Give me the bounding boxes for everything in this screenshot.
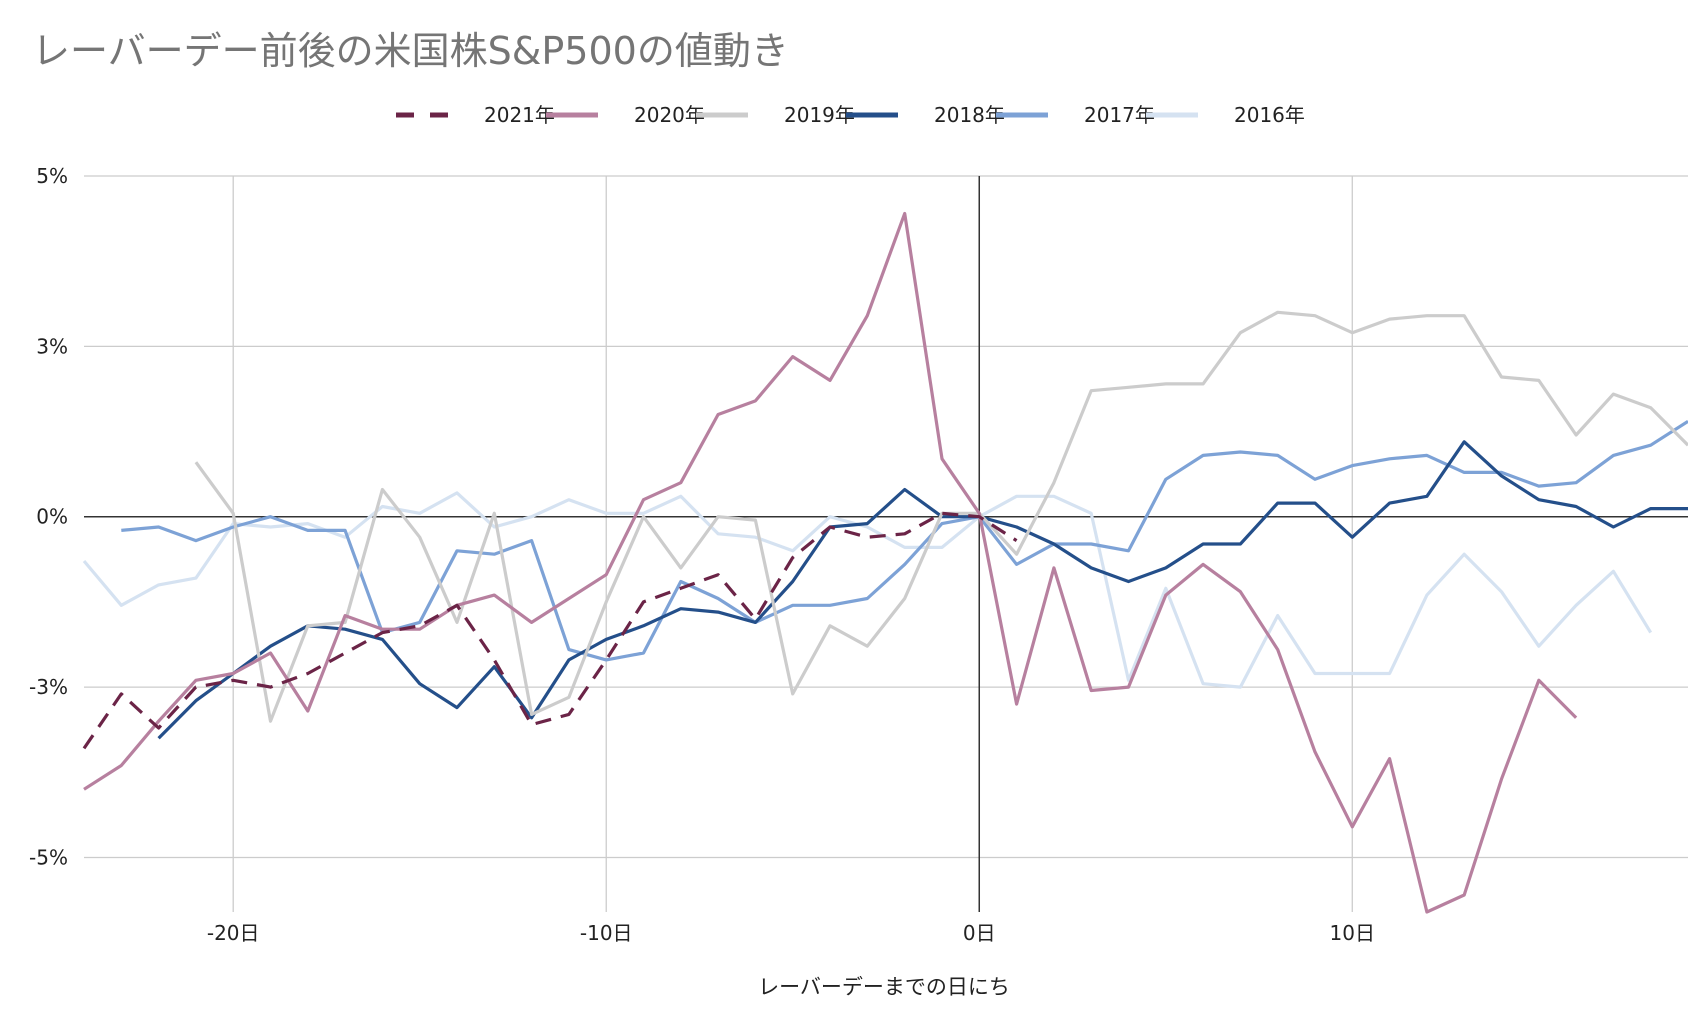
legend-label: 2019年 (784, 103, 855, 127)
legend-label: 2020年 (634, 103, 705, 127)
grid-layer (84, 175, 1688, 912)
legend-label: 2016年 (1234, 103, 1305, 127)
legend-item-2020年[interactable]: 2020年 (546, 103, 705, 127)
y-tick-label: 0% (36, 505, 68, 529)
legend-item-2016年[interactable]: 2016年 (1146, 103, 1305, 127)
series-line-2018年 (157, 440, 1688, 740)
y-tick-label: -3% (29, 675, 68, 699)
legend-item-2019年[interactable]: 2019年 (696, 103, 855, 127)
legend-item-2017年[interactable]: 2017年 (996, 103, 1155, 127)
legend-item-2018年[interactable]: 2018年 (846, 103, 1005, 127)
legend-label: 2017年 (1084, 103, 1155, 127)
tick-layer: 5% 3% 0% -3% -5% -20日 -10日 0日 10日 (29, 164, 1375, 945)
y-tick-label: 3% (36, 334, 68, 358)
series-line-2016年 (82, 491, 1653, 689)
x-tick-label: 0日 (963, 921, 996, 945)
x-tick-label: 10日 (1330, 921, 1375, 945)
legend[interactable]: 2021年 2020年 2019年 2018年 2017年 2016年 (396, 103, 1305, 127)
axis-layer (84, 176, 1688, 912)
legend-label: 2018年 (934, 103, 1005, 127)
x-tick-label: -20日 (207, 921, 260, 945)
series-line-2019年 (194, 310, 1688, 723)
y-tick-label: -5% (29, 845, 68, 869)
series-line-2020年 (83, 211, 1578, 914)
legend-label: 2021年 (484, 103, 555, 127)
x-axis-label: レーバーデーまでの日にち (758, 975, 1010, 999)
legend-item-2021年[interactable]: 2021年 (396, 103, 555, 127)
y-tick-label: 5% (36, 164, 68, 188)
chart-title: レーバーデー前後の米国株S&P500の値動き (32, 29, 789, 73)
x-tick-label: -10日 (580, 921, 633, 945)
series-layer (82, 211, 1688, 914)
series-line-2021年 (82, 511, 1018, 750)
